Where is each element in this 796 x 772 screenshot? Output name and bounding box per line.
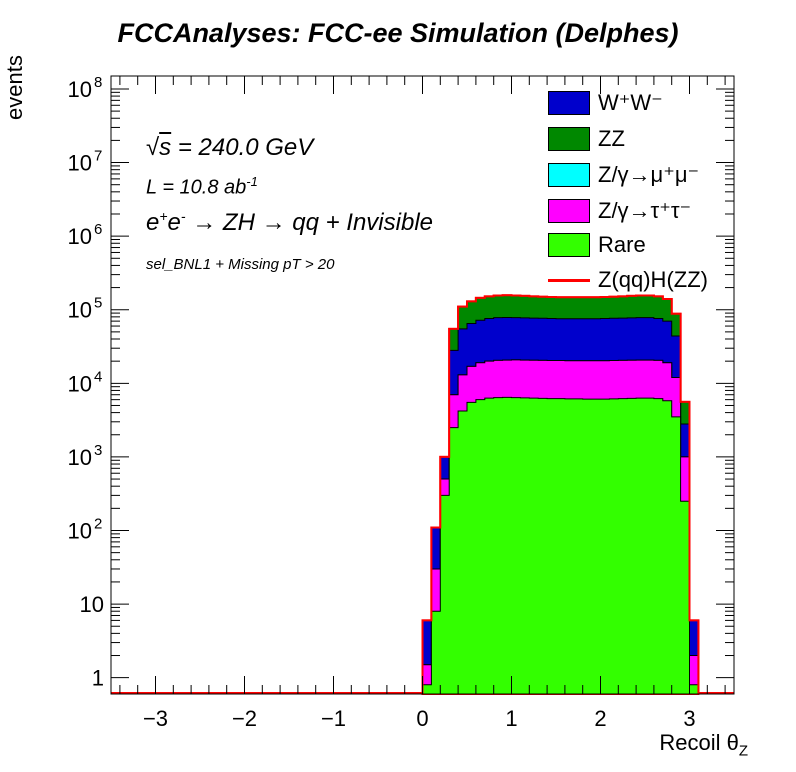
y-tick-label: 1 [92, 666, 104, 691]
x-tick-label: −2 [232, 706, 257, 731]
y-tick-exponent: 8 [94, 74, 102, 91]
process-e1-charge: + [159, 208, 168, 224]
x-axis-label: Recoil θZ [659, 730, 748, 759]
y-axis-label: events [2, 55, 27, 120]
x-tick-label: 0 [416, 706, 428, 731]
legend-line-signal [548, 279, 590, 282]
x-axis-label-subscript: Z [738, 742, 748, 760]
energy-text: = 240.0 GeV [171, 134, 314, 161]
x-tick-label: 1 [505, 706, 517, 731]
process-e2: e [167, 209, 181, 236]
series-rare [422, 396, 699, 695]
process-text: → ZH → qq + Invisible [185, 209, 433, 236]
lumi-annotation: L = 10.8 ab-1 [146, 174, 258, 200]
legend-label-rare: Rare [598, 232, 646, 257]
y-tick-exponent: 3 [94, 442, 102, 459]
legend-swatch-zmumu [548, 163, 590, 187]
y-tick-exponent: 5 [94, 295, 102, 312]
legend-item-zz: ZZ [548, 124, 728, 154]
legend-swatch-zz [548, 127, 590, 151]
legend-label-ztautau: Z/γ→τ⁺τ⁻ [598, 198, 692, 223]
chart-title: FCCAnalyses: FCC-ee Simulation (Delphes) [117, 18, 679, 48]
x-tick-label: 3 [683, 706, 695, 731]
selection-annotation: sel_BNL1 + Missing pT > 20 [146, 256, 335, 273]
legend-label-signal: Z(qq)H(ZZ) [598, 267, 708, 292]
legend-item-ww: W⁺W⁻ [548, 88, 728, 118]
sqrt-symbol: √ [146, 134, 160, 161]
process-annotation: e+e- → ZH → qq + Invisible [146, 208, 433, 237]
x-tick-label: 2 [594, 706, 606, 731]
x-tick-label: −1 [321, 706, 346, 731]
y-tick-label: 10 [80, 592, 104, 617]
lumi-text: L = 10.8 ab [146, 176, 247, 199]
x-tick-label: −3 [143, 706, 168, 731]
process-e1: e [146, 209, 160, 236]
y-tick-label: 10 [68, 298, 92, 323]
legend-item-rare: Rare [548, 230, 728, 260]
y-tick-label: 10 [68, 151, 92, 176]
y-tick-label: 10 [68, 371, 92, 396]
process-e2-charge: - [180, 208, 186, 224]
y-tick-exponent: 2 [94, 515, 102, 532]
y-tick-exponent: 6 [94, 221, 102, 238]
legend-label-zmumu: Z/γ→μ⁺μ⁻ [598, 162, 700, 187]
sqrt-s: s [159, 134, 172, 161]
y-tick-label: 10 [68, 77, 92, 102]
y-tick-label: 10 [68, 224, 92, 249]
legend-item-signal: Z(qq)H(ZZ) [548, 265, 728, 295]
lumi-exponent: -1 [246, 174, 258, 189]
legend-swatch-rare [548, 233, 590, 257]
legend-label-ww: W⁺W⁻ [598, 90, 663, 115]
legend-swatch-ww [548, 91, 590, 115]
y-tick-exponent: 7 [94, 148, 102, 165]
y-tick-label: 10 [68, 518, 92, 543]
signal-outline [111, 294, 734, 694]
x-axis-label-text: Recoil θ [659, 730, 739, 755]
legend-swatch-ztautau [548, 199, 590, 223]
legend-item-ztautau: Z/γ→τ⁺τ⁻ [548, 196, 728, 226]
energy-annotation: √s = 240.0 GeV [146, 134, 313, 162]
y-tick-exponent: 4 [94, 368, 102, 385]
legend-label-zz: ZZ [598, 126, 625, 151]
y-tick-label: 10 [68, 445, 92, 470]
legend-item-zmumu: Z/γ→μ⁺μ⁻ [548, 160, 728, 190]
